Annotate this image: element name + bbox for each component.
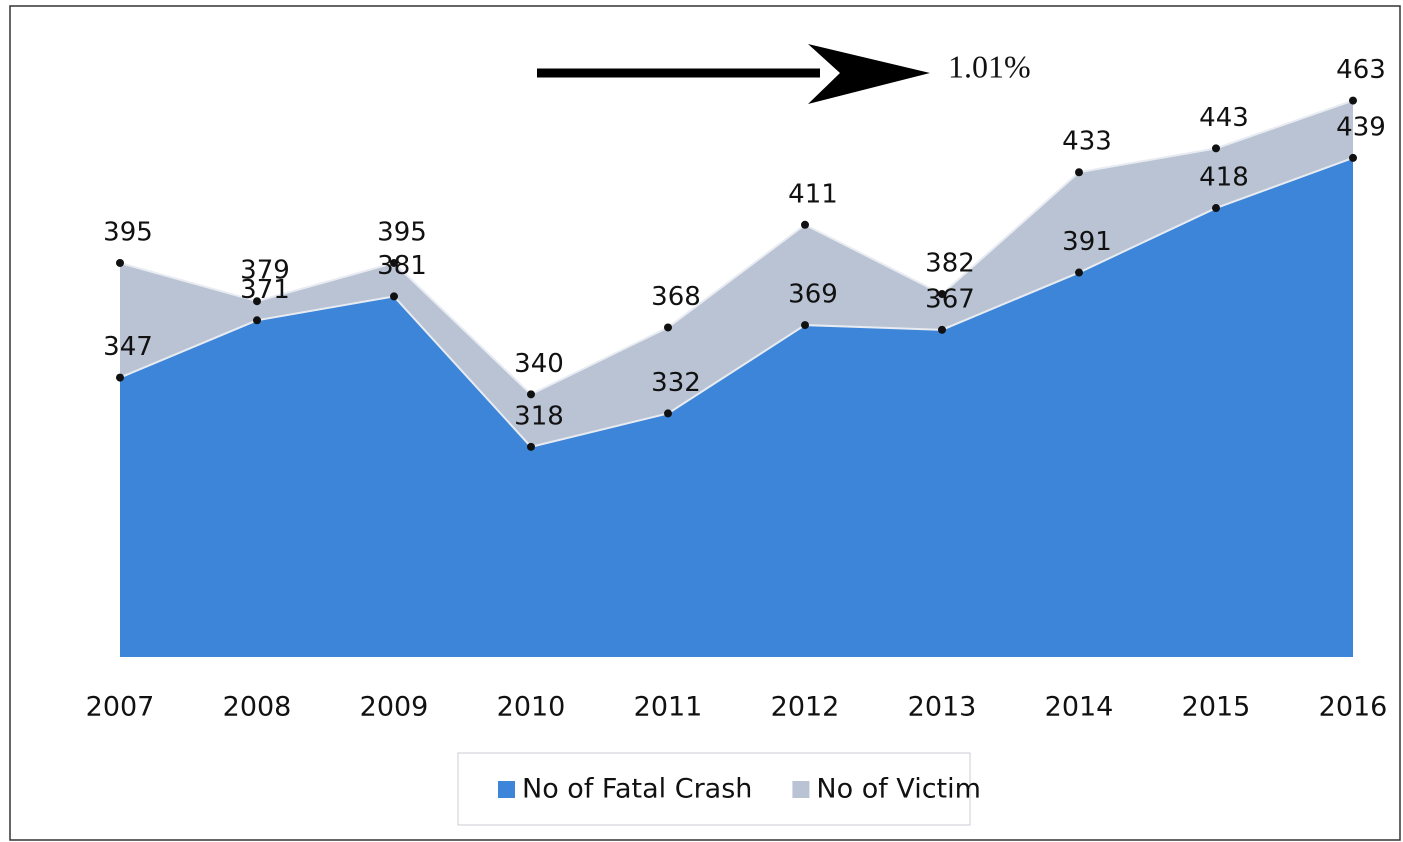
- legend-label: No of Victim: [816, 774, 981, 805]
- data-point: [801, 321, 809, 330]
- data-label: 395: [103, 217, 153, 247]
- data-label: 371: [240, 275, 290, 305]
- data-label: 382: [925, 249, 975, 279]
- data-point: [1212, 144, 1220, 153]
- x-tick-label: 2013: [908, 692, 977, 723]
- data-label: 433: [1062, 127, 1112, 157]
- data-label: 369: [788, 280, 838, 310]
- data-label: 439: [1336, 112, 1386, 142]
- data-label: 443: [1199, 103, 1249, 133]
- data-point: [1075, 168, 1083, 177]
- data-point: [938, 290, 946, 299]
- x-tick-label: 2007: [86, 692, 155, 723]
- trend-arrowhead: [808, 44, 930, 104]
- data-point: [253, 316, 261, 325]
- data-point: [527, 390, 535, 399]
- data-point: [801, 220, 809, 229]
- data-label: 318: [514, 401, 564, 431]
- legend-label: No of Fatal Crash: [522, 774, 752, 805]
- data-label: 347: [103, 332, 153, 362]
- frame: [9, 5, 1401, 841]
- area: [120, 157, 1353, 657]
- data-label: 463: [1336, 55, 1386, 85]
- legend-box: [457, 752, 971, 826]
- data-point: [390, 292, 398, 301]
- data-point: [664, 409, 672, 418]
- data-point: [527, 442, 535, 451]
- data-label: 411: [788, 179, 838, 209]
- annotation: 1.01%: [948, 48, 1031, 84]
- data-point: [664, 323, 672, 332]
- data-label: 391: [1062, 227, 1112, 257]
- data-point: [1349, 96, 1357, 105]
- data-point: [1075, 268, 1083, 277]
- data-label: 367: [925, 284, 975, 314]
- data-label: 368: [651, 282, 701, 312]
- data-point: [253, 297, 261, 306]
- x-tick-label: 2012: [771, 692, 840, 723]
- data-point: [1212, 204, 1220, 213]
- data-label: 379: [240, 256, 290, 286]
- legend-swatch: [792, 781, 810, 798]
- data-label: 395: [377, 217, 427, 247]
- data-point: [116, 258, 124, 267]
- x-tick-label: 2015: [1182, 692, 1251, 723]
- area-edge: [119, 156, 1354, 448]
- x-tick-label: 2010: [497, 692, 566, 723]
- legend-swatch: [498, 781, 515, 798]
- x-tick-label: 2011: [634, 692, 703, 723]
- x-tick-label: 2008: [223, 692, 292, 723]
- data-point: [116, 373, 124, 382]
- x-tick-label: 2014: [1045, 692, 1114, 723]
- area-edge: [119, 99, 1354, 396]
- data-point: [390, 258, 398, 267]
- data-point: [1349, 153, 1357, 162]
- data-label: 332: [651, 368, 701, 398]
- data-label: 381: [377, 251, 427, 281]
- x-tick-label: 2009: [360, 692, 429, 723]
- data-label: 340: [514, 349, 564, 379]
- data-point: [938, 325, 946, 334]
- data-label: 418: [1199, 163, 1249, 193]
- x-tick-label: 2016: [1319, 692, 1388, 723]
